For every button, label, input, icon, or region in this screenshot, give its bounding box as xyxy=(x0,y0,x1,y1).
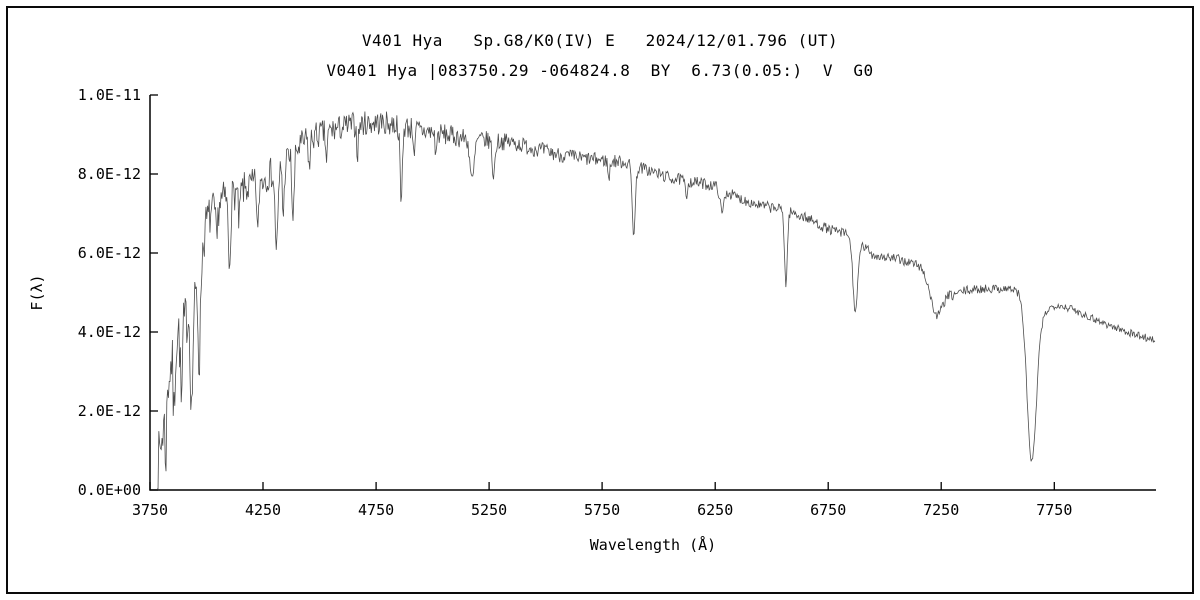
x-tick-label: 4250 xyxy=(245,501,281,519)
x-axis-label: Wavelength (Å) xyxy=(590,535,716,554)
x-tick-label: 3750 xyxy=(132,501,168,519)
chart-header: V401 Hya Sp.G8/K0(IV) E 2024/12/01.796 (… xyxy=(0,26,1200,86)
chart-title-line2: V0401 Hya |083750.29 -064824.8 BY 6.73(0… xyxy=(326,61,874,80)
page-border-frame xyxy=(6,6,1194,594)
y-tick-label: 8.0E-12 xyxy=(78,165,141,183)
x-tick-label: 5750 xyxy=(584,501,620,519)
y-axis-label: F(λ) xyxy=(28,274,46,310)
x-tick-label: 6250 xyxy=(697,501,733,519)
spectrum-line xyxy=(157,111,1156,490)
y-tick-label: 2.0E-12 xyxy=(78,402,141,420)
x-tick-label: 7750 xyxy=(1036,501,1072,519)
x-tick-label: 4750 xyxy=(358,501,394,519)
x-tick-label: 5250 xyxy=(471,501,507,519)
x-tick-label: 6750 xyxy=(810,501,846,519)
x-tick-label: 7250 xyxy=(923,501,959,519)
y-tick-label: 4.0E-12 xyxy=(78,323,141,341)
chart-title-line1: V401 Hya Sp.G8/K0(IV) E 2024/12/01.796 (… xyxy=(361,31,839,50)
axes xyxy=(149,95,1156,491)
y-tick-label: 1.0E-11 xyxy=(78,86,141,104)
y-tick-label: 0.0E+00 xyxy=(78,481,141,499)
y-tick-label: 6.0E-12 xyxy=(78,244,141,262)
